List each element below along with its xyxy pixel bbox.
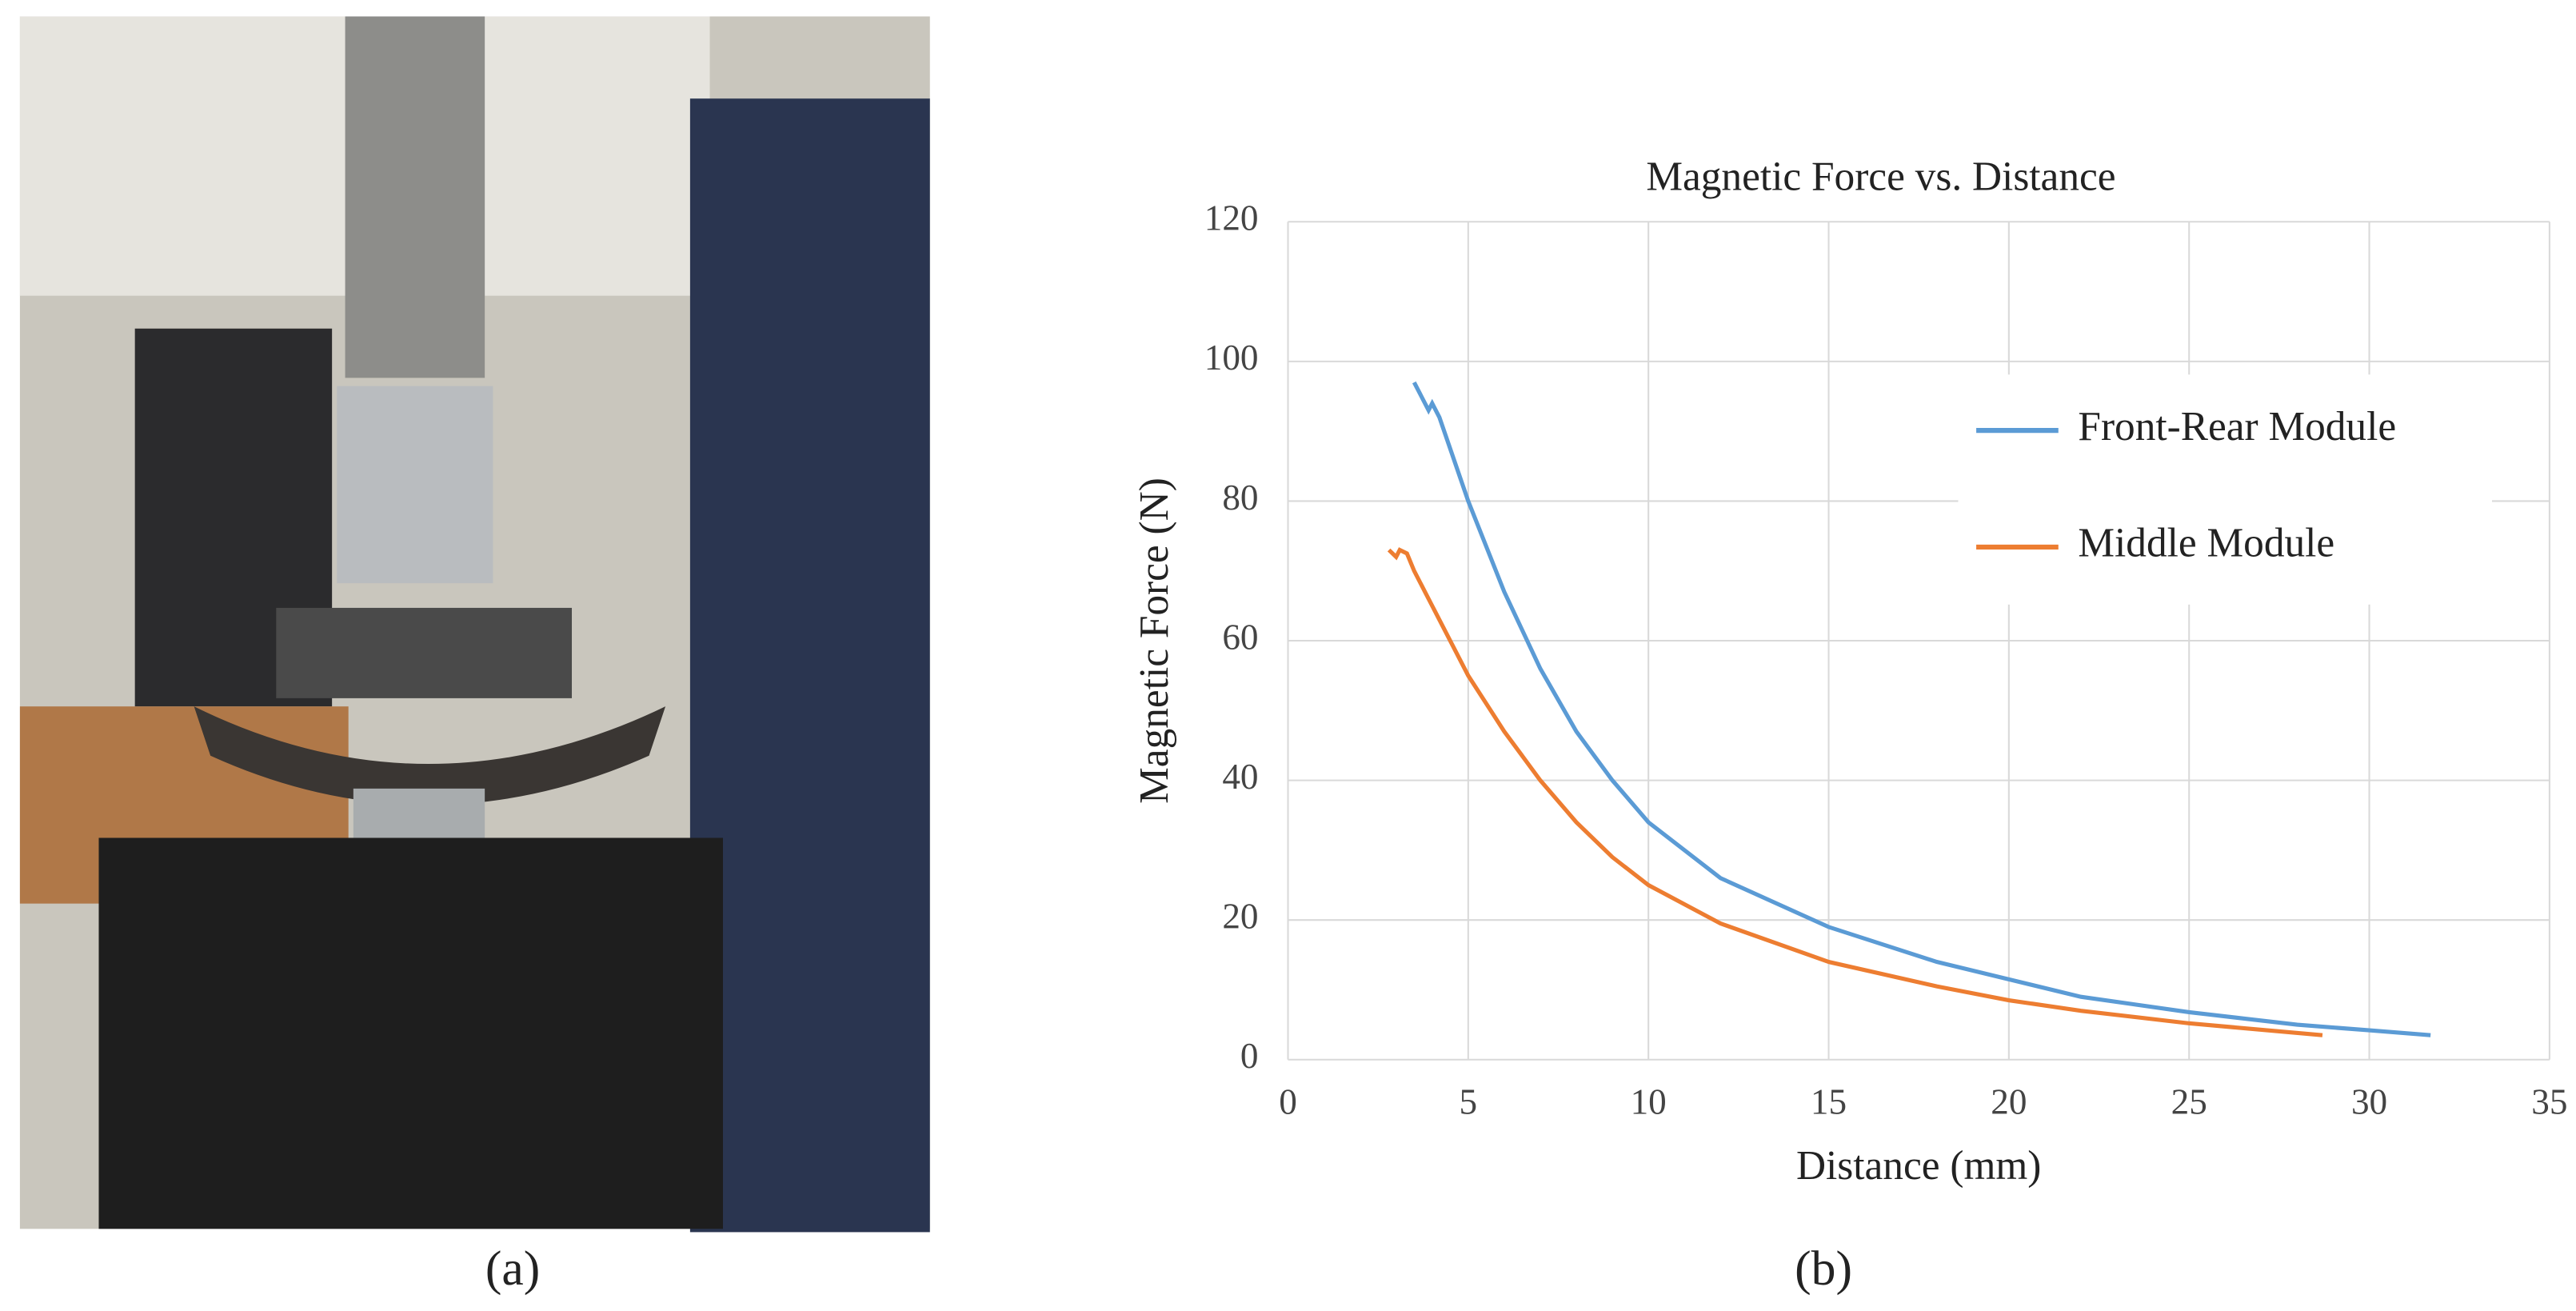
data-line: [1387, 547, 2323, 1037]
legend-label: Front-Rear Module: [2078, 404, 2396, 450]
photo: [19, 16, 930, 1233]
magnet-module: [276, 607, 573, 698]
legend-label: Middle Module: [2078, 521, 2334, 566]
data-line: [1412, 381, 2431, 1037]
x-tick-label: 35: [2531, 1082, 2567, 1122]
x-tick-label: 30: [2351, 1082, 2387, 1122]
y-tick-label: 60: [1222, 617, 1258, 657]
y-tick-label: 120: [1204, 198, 1259, 238]
y-tick-label: 40: [1222, 757, 1258, 797]
load-cell: [345, 16, 485, 378]
x-tick-label: 10: [1631, 1082, 1667, 1122]
x-tick-label: 5: [1460, 1082, 1478, 1122]
base: [98, 837, 723, 1229]
panel-label: (a): [485, 1241, 540, 1296]
y-axis-label: Magnetic Force (N): [1132, 478, 1177, 804]
legend-box: [1958, 374, 2492, 605]
y-tick-label: 100: [1204, 338, 1259, 378]
y-tick-label: 80: [1222, 478, 1258, 518]
x-tick-label: 20: [1991, 1082, 2027, 1122]
x-tick-label: 25: [2171, 1082, 2207, 1122]
machine-side: [689, 98, 930, 1233]
y-tick-label: 20: [1222, 897, 1258, 937]
x-axis-label: Distance (mm): [1796, 1143, 2041, 1189]
chart-title: Magnetic Force vs. Distance: [1646, 154, 2115, 200]
x-tick-label: 15: [1811, 1082, 1847, 1122]
fixture: [337, 386, 493, 584]
curved-plate: [194, 706, 666, 805]
x-tick-label: 0: [1279, 1082, 1297, 1122]
legend: Front-Rear Module Middle Module: [1958, 374, 2492, 605]
y-tick-label: 0: [1240, 1036, 1259, 1076]
panel-label: (b): [1795, 1241, 1852, 1296]
